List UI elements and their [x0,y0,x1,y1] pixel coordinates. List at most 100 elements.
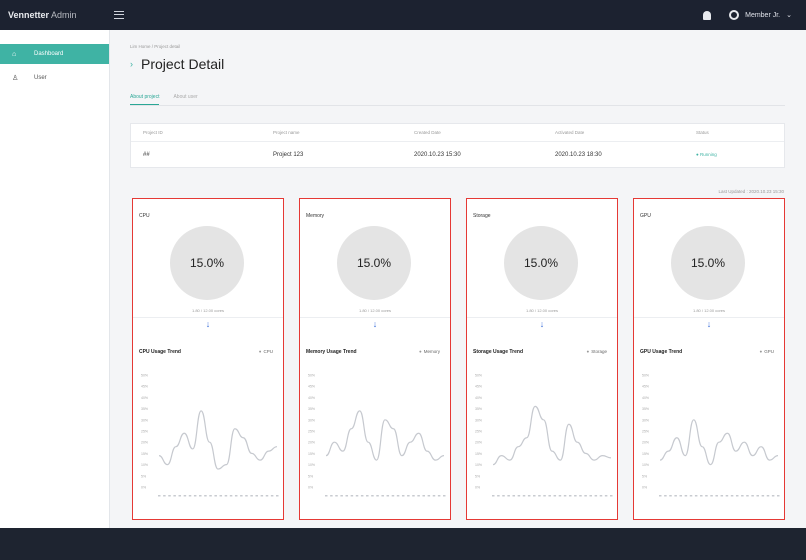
y-tick-label: 50% [141,374,148,378]
y-tick-label: 15% [642,452,649,456]
app-window: Vennetter Admin Member Jr. ⌄ ⌂ Dashboard … [0,0,806,528]
table-header: Project ID Project name Created Date Act… [131,124,784,142]
x-tick-mark [443,495,446,497]
x-tick-mark [335,495,338,497]
usage-subtext: 1.80 / 12.00 cores [525,308,559,313]
x-tick-mark [522,495,526,497]
x-tick-mark [715,495,718,497]
last-updated-text: Last Updated : 2020.10.23 15:30 [718,189,784,194]
trend-title: GPU Usage Trend [640,349,683,355]
arrow-down-icon: ↓ [205,319,211,329]
trend-line [492,405,612,466]
brand-logo[interactable]: Vennetter Admin [0,10,110,20]
x-tick-mark [270,495,274,497]
y-tick-label: 20% [475,441,482,445]
trend-title: Memory Usage Trend [306,349,357,355]
user-menu[interactable]: Member Jr. ⌄ [729,10,792,20]
trend-chart: 50% 45% 40% 35% 30% 25% 20% 15% 10% 5% 0% [475,374,613,497]
x-tick-mark [594,495,598,497]
legend-label: GPU [764,349,774,354]
y-tick-label: 5% [642,474,647,478]
header-status: Status [696,130,709,135]
usage-gauge: 15.0% [504,226,578,300]
memory-card: Memory 15.0% 1.80 / 12.00 cores ↓ Memory Usa… [299,198,451,520]
card-divider [300,317,450,318]
header-project-name: Project name [273,130,300,135]
y-tick-label: 50% [308,374,315,378]
x-tick-mark [766,495,770,497]
y-tick-label: 40% [642,396,649,400]
x-tick-mark [163,495,166,497]
x-tick-mark [432,495,436,497]
x-tick-mark [694,495,698,497]
x-tick-mark [188,495,192,497]
y-tick-label: 5% [475,474,480,478]
trend-line [158,410,278,470]
tab-bar: About project About user [130,94,198,105]
tab-about-project[interactable]: About project [130,94,160,105]
y-tick-label: 50% [475,374,482,378]
x-tick-mark [401,495,405,497]
brand-suffix: Admin [51,10,77,20]
card-label: GPU [640,213,651,219]
x-tick-mark [250,495,253,497]
x-tick-mark [700,495,703,497]
y-tick-label: 10% [141,463,148,467]
x-tick-mark [741,495,744,497]
y-tick-label: 25% [475,430,482,434]
y-tick-label: 40% [141,396,148,400]
bottom-bar [0,528,806,560]
user-icon: ♙ [12,75,19,82]
trend-line [659,419,779,466]
x-tick-mark [538,495,541,497]
x-tick-mark [574,495,577,497]
y-tick-label: 45% [141,385,148,389]
sidebar-item-dashboard[interactable]: ⌂ Dashboard [0,44,109,64]
storage-card: Storage 15.0% 1.80 / 12.00 cores ↓ Storage U… [466,198,618,520]
y-tick-label: 40% [475,396,482,400]
x-tick-mark [412,495,415,497]
bell-icon[interactable] [703,10,712,20]
x-tick-mark [219,495,223,497]
sidebar-item-label: Dashboard [34,51,64,57]
cell-project-id: ## [143,151,150,158]
x-tick-mark [381,495,384,497]
y-tick-label: 0% [308,486,313,490]
y-tick-label: 30% [308,418,315,422]
gpu-card: GPU 15.0% 1.80 / 12.00 cores ↓ GPU Usage Tre… [633,198,785,520]
x-tick-mark [507,495,510,497]
y-tick-label: 0% [475,486,480,490]
x-tick-mark [751,495,754,497]
x-tick-mark [674,495,677,497]
card-label: CPU [139,213,150,219]
x-tick-mark [548,495,551,497]
card-divider [133,317,283,318]
project-info-table: Project ID Project name Created Date Act… [130,123,785,168]
cell-created-date: 2020.10.23 15:30 [414,151,461,158]
x-tick-mark [407,495,410,497]
usage-subtext: 1.80 / 12.00 cores [358,308,392,313]
x-tick-mark [276,495,279,497]
y-tick-label: 30% [141,418,148,422]
x-tick-mark [492,495,495,497]
sidebar-item-user[interactable]: ♙ User [0,68,109,88]
y-tick-label: 15% [141,452,148,456]
y-tick-label: 15% [308,452,315,456]
menu-icon[interactable] [114,11,124,19]
x-tick-mark [427,495,431,497]
x-tick-mark [502,495,505,497]
x-tick-mark [533,495,536,497]
y-tick-label: 20% [308,441,315,445]
x-tick-mark [553,495,557,497]
x-tick-mark [527,495,531,497]
cell-project-name: Project 123 [273,151,304,158]
y-tick-label: 25% [141,430,148,434]
legend-label: Storage [591,349,607,354]
usage-gauge: 15.0% [671,226,745,300]
home-icon: ⌂ [12,50,17,58]
y-tick-label: 0% [141,486,146,490]
trend-title: Storage Usage Trend [473,349,524,355]
x-tick-mark [245,495,248,497]
x-tick-mark [350,495,354,497]
tab-about-user[interactable]: About user [173,94,198,100]
